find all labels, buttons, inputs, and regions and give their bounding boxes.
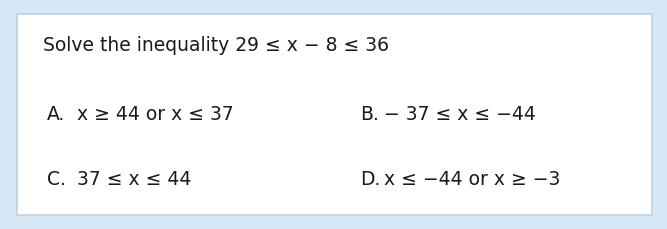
Text: A.: A. [47, 105, 65, 124]
Text: − 37 ≤ x ≤ −44: − 37 ≤ x ≤ −44 [384, 105, 536, 124]
Text: D.: D. [360, 169, 381, 188]
Text: B.: B. [360, 105, 379, 124]
Text: Solve the inequality 29 ≤ x − 8 ≤ 36: Solve the inequality 29 ≤ x − 8 ≤ 36 [43, 36, 390, 55]
Text: x ≤ −44 or x ≥ −3: x ≤ −44 or x ≥ −3 [384, 169, 560, 188]
Text: C.: C. [47, 169, 65, 188]
Text: 37 ≤ x ≤ 44: 37 ≤ x ≤ 44 [77, 169, 191, 188]
Text: x ≥ 44 or x ≤ 37: x ≥ 44 or x ≤ 37 [77, 105, 233, 124]
